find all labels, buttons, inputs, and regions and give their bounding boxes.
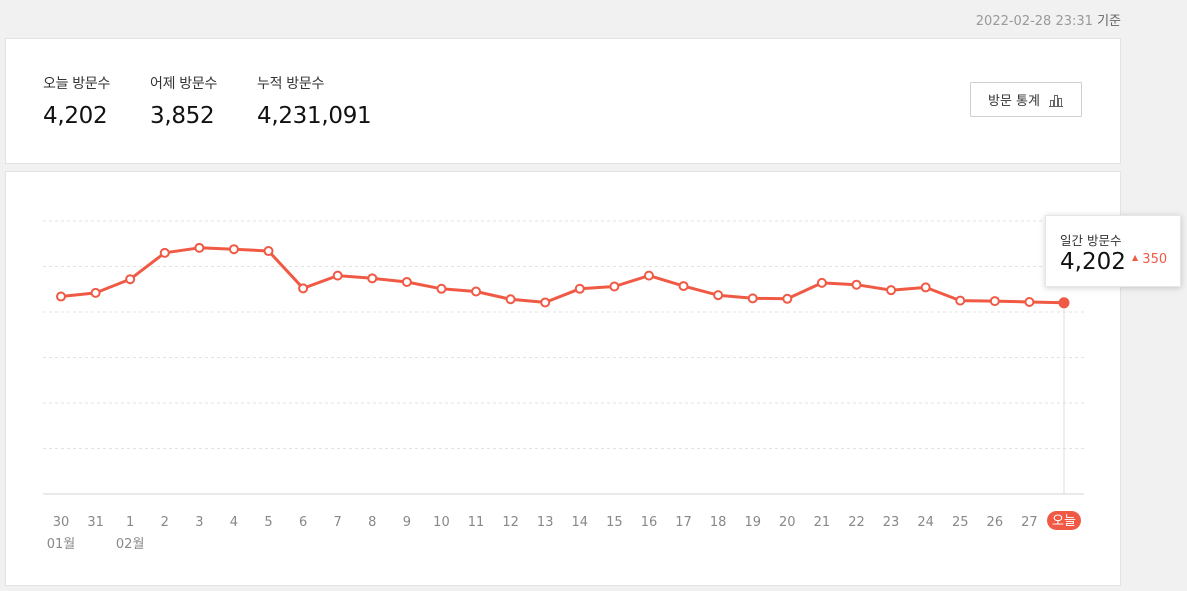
today-visits: 오늘 방문수 4,202 (43, 73, 110, 129)
x-tick-label: 3 (195, 515, 203, 530)
timestamp-suffix: 기준 (1097, 14, 1121, 29)
data-point (782, 293, 793, 304)
x-tick-label: 16 (641, 515, 658, 530)
data-point (332, 270, 343, 281)
tooltip-delta-value: 350 (1142, 252, 1168, 267)
x-tick-label: 15 (606, 515, 623, 530)
timestamp: 2022-02-28 23:31 기준 (976, 10, 1121, 29)
x-tick-label: 30 (53, 515, 70, 530)
tooltip-delta: ▲ 350 (1132, 252, 1167, 267)
x-tick-label: 11 (468, 515, 485, 530)
today-badge (1047, 511, 1081, 530)
chart-tooltip: 일간 방문수 4,202 ▲ 350 (1045, 215, 1181, 287)
data-point (886, 285, 897, 296)
x-tick-label: 24 (917, 515, 934, 530)
today-visits-value: 4,202 (43, 103, 108, 129)
data-point (643, 270, 654, 281)
total-visits-value: 4,231,091 (257, 103, 372, 129)
x-tick-label: 26 (987, 515, 1004, 530)
timestamp-value: 2022-02-28 23:31 (975, 14, 1093, 29)
data-point (56, 291, 66, 302)
x-tick-label: 12 (502, 515, 519, 530)
bar-chart-icon (1048, 94, 1063, 107)
yesterday-visits: 어제 방문수 3,852 (150, 73, 217, 129)
data-point (298, 283, 309, 294)
x-tick-label: 10 (433, 515, 450, 530)
data-point (263, 246, 274, 257)
data-point-highlight (1058, 297, 1070, 309)
today-visits-label: 오늘 방문수 (43, 76, 111, 92)
x-tick-label: 14 (572, 515, 589, 530)
x-tick-label: 7 (334, 515, 342, 530)
tooltip-value: 4,202 (1060, 249, 1126, 275)
x-tick-label: 5 (264, 515, 272, 530)
x-tick-label: 27 (1021, 515, 1038, 530)
x-tick-label: 6 (299, 515, 307, 530)
yesterday-visits-label: 어제 방문수 (150, 76, 218, 92)
data-point (90, 287, 101, 298)
month-label: 01월 (47, 537, 76, 552)
data-point (194, 242, 205, 253)
data-point (505, 294, 516, 305)
data-point (920, 282, 931, 293)
data-point (851, 279, 862, 290)
data-point (401, 276, 412, 287)
data-point (955, 295, 966, 306)
data-point (989, 296, 1000, 307)
x-tick-label: 23 (883, 515, 900, 530)
x-tick-label: 2 (161, 515, 169, 530)
x-tick-label: 18 (710, 515, 727, 530)
data-point (125, 274, 136, 285)
data-point (367, 273, 378, 284)
data-point (228, 244, 239, 255)
data-point (713, 290, 724, 301)
series-line (59, 246, 1066, 305)
up-triangle-icon: ▲ (1132, 253, 1139, 262)
data-point (816, 277, 827, 288)
x-tick-label: 8 (368, 515, 376, 530)
data-point (1024, 296, 1035, 307)
x-tick-label: 22 (848, 515, 865, 530)
data-point (436, 283, 447, 294)
total-visits: 누적 방문수 4,231,091 (257, 73, 372, 129)
x-tick-label: 19 (744, 515, 761, 530)
x-tick-label: 4 (230, 515, 238, 530)
x-tick-label: 20 (779, 515, 796, 530)
x-tick-label-today: 오늘 (1052, 514, 1076, 529)
x-tick-label: 13 (537, 515, 554, 530)
data-point (574, 283, 585, 294)
month-label: 02월 (116, 537, 145, 552)
total-visits-label: 누적 방문수 (257, 76, 325, 92)
x-tick-label: 1 (126, 515, 134, 530)
tooltip-label: 일간 방문수 (1060, 233, 1122, 248)
data-point (747, 293, 758, 304)
x-tick-label: 25 (952, 515, 969, 530)
daily-visits-chart: 30 31 1 2 3 4 5 6 7 8 9 10 11 12 13 14 15 16 17 18 19 20 21 22 2… (5, 171, 1181, 586)
data-point (678, 281, 689, 292)
x-tick-label: 31 (87, 515, 104, 530)
visit-stats-button-label: 방문 통계 (988, 94, 1040, 109)
data-point (540, 297, 551, 308)
visit-stats-button[interactable]: 방문 통계 (970, 82, 1082, 117)
visit-stats-card: 오늘 방문수 4,202 어제 방문수 3,852 누적 방문수 4,231,0… (5, 38, 1121, 164)
data-point (159, 247, 170, 258)
data-point (609, 281, 620, 292)
x-tick-label: 17 (675, 515, 692, 530)
data-point (471, 286, 482, 297)
yesterday-visits-value: 3,852 (150, 103, 215, 129)
chart-canvas: 30 31 1 2 3 4 5 6 7 8 9 10 11 12 13 14 15 16 17 18 19 20 21 22 2… (43, 220, 1084, 552)
x-tick-label: 21 (814, 515, 831, 530)
x-tick-label: 9 (403, 515, 411, 530)
